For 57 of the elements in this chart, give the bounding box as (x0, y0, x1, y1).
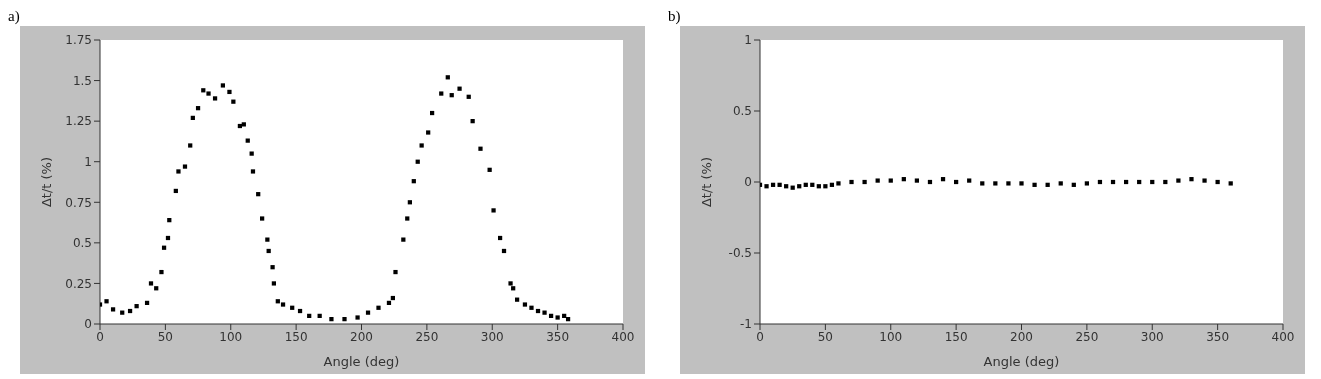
point (914, 178, 920, 183)
x-tick-label: 400 (611, 329, 635, 344)
point (1084, 181, 1089, 186)
y-tick-label: -1 (740, 317, 752, 332)
x-tick-label: 0 (756, 329, 764, 344)
x-tick-label: 150 (284, 329, 308, 344)
y-tick-label: 1.5 (72, 73, 92, 88)
point (993, 181, 998, 186)
point (1058, 181, 1063, 186)
x-tick-label: 350 (1206, 329, 1230, 344)
x-axis-title: Angle (deg) (323, 354, 400, 369)
point (1032, 182, 1037, 187)
y-tick-label: 0 (84, 317, 92, 332)
x-tick-label: 350 (546, 329, 570, 344)
x-tick-label: 300 (1140, 329, 1164, 344)
y-tick-label: 0.25 (65, 276, 92, 291)
x-tick-label: 400 (1271, 329, 1295, 344)
y-tick-label: 1.25 (65, 114, 92, 129)
point (1006, 181, 1011, 186)
x-tick-label: 100 (879, 329, 903, 344)
x-tick-label: 0 (96, 329, 104, 344)
x-tick-label: 200 (1010, 329, 1033, 344)
y-tick-label: 1.75 (65, 33, 92, 48)
x-tick-label: 300 (480, 329, 504, 344)
point (777, 182, 782, 187)
point (1228, 181, 1233, 186)
point (875, 178, 880, 183)
x-tick-label: 50 (157, 329, 174, 344)
point (849, 179, 854, 185)
y-tick-label: -0.5 (728, 246, 752, 261)
y-tick-label: 1 (84, 154, 92, 169)
point (764, 184, 769, 189)
point (1189, 177, 1194, 182)
point (967, 178, 972, 183)
x-tick-label: 250 (415, 329, 439, 344)
y-tick-label: 1 (744, 33, 752, 48)
y-tick-label: 0.5 (732, 104, 752, 119)
chart-title: a) (8, 8, 21, 26)
point (1176, 178, 1181, 183)
y-axis-title: Δt/t (%) (38, 156, 54, 208)
y-tick-label: 0 (744, 175, 752, 190)
x-tick-label: 100 (219, 329, 243, 344)
point (862, 179, 867, 185)
x-tick-label: 250 (1075, 329, 1099, 344)
chart-title: b) (668, 8, 682, 26)
x-tick-label: 150 (944, 329, 968, 344)
y-tick-label: 0.5 (72, 236, 92, 251)
x-tick-label: 200 (350, 329, 373, 344)
y-axis-title: Δt/t (%) (698, 156, 714, 208)
point (836, 181, 841, 186)
x-axis-title: Angle (deg) (983, 354, 1060, 369)
point (888, 178, 893, 183)
point (1202, 178, 1207, 183)
point (980, 181, 985, 186)
x-tick-label: 50 (817, 329, 834, 344)
y-tick-label: 0.75 (65, 195, 92, 210)
point (1019, 181, 1024, 186)
